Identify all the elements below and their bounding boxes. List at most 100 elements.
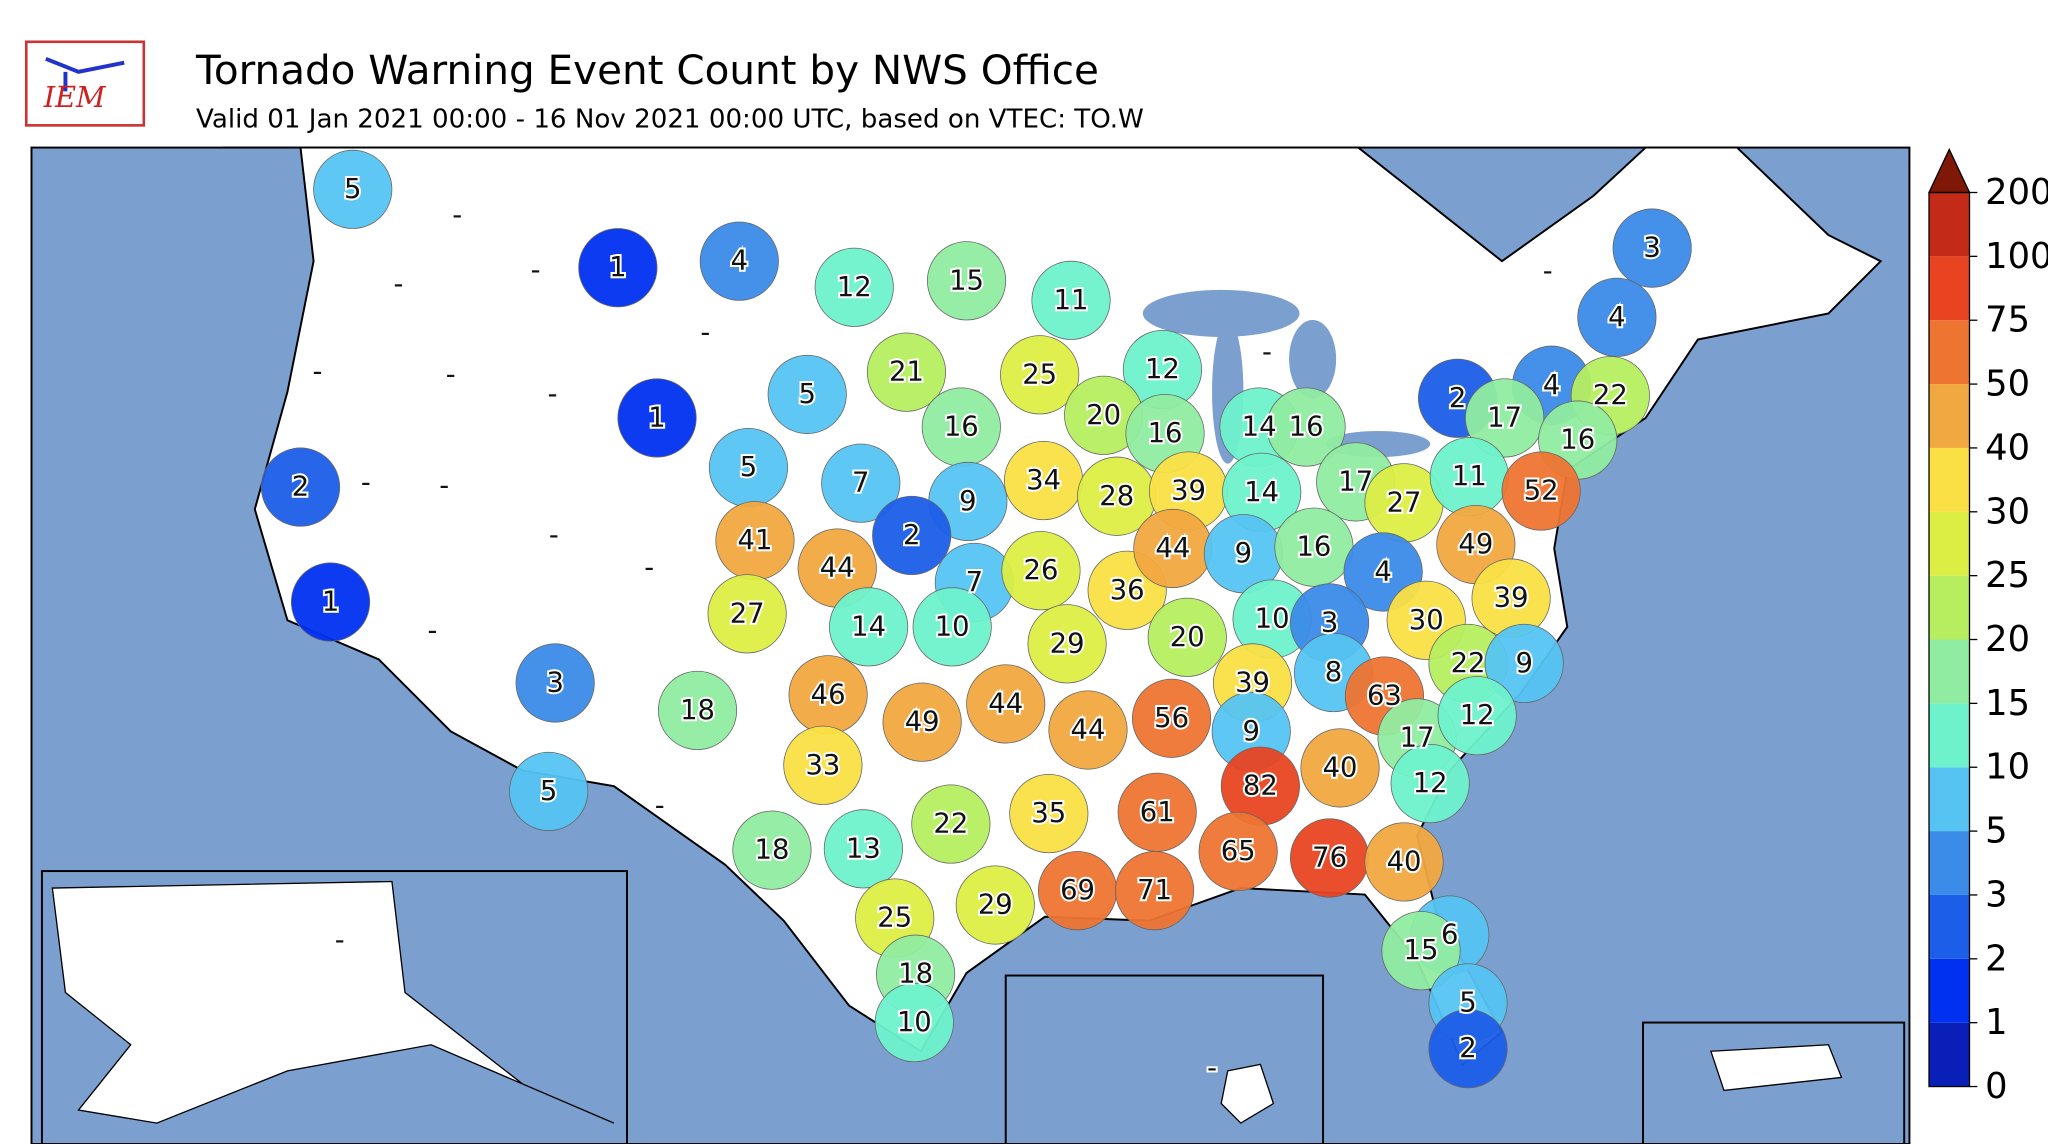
office-label: 22 [1593, 380, 1628, 411]
office-label: 61 [1140, 797, 1175, 828]
office-label: 49 [905, 707, 940, 738]
office-region [966, 664, 1046, 744]
office-label: 22 [1451, 648, 1486, 679]
office-region [882, 682, 962, 762]
office-label: 4 [1543, 370, 1560, 401]
colorbar-segment [1929, 958, 1970, 1023]
office-region [1027, 604, 1107, 684]
colorbar-segment [1929, 575, 1970, 640]
office-label: 1 [648, 402, 665, 433]
no-data-label: - [439, 470, 449, 501]
office-label: 26 [1024, 555, 1059, 586]
office-label: 3 [1321, 607, 1338, 638]
office-region [1501, 451, 1581, 531]
office-region [821, 443, 901, 523]
office-label: 6 [1441, 920, 1458, 951]
office-label: 16 [944, 412, 979, 443]
office-region [1115, 851, 1195, 931]
office-label: 52 [1524, 476, 1559, 507]
office-label: 29 [1050, 628, 1085, 659]
no-data-label: - [394, 269, 404, 300]
office-label: 30 [1409, 605, 1444, 636]
office-label: 44 [988, 688, 1023, 719]
office-label: 5 [740, 452, 757, 483]
office-label: 28 [1099, 481, 1134, 512]
office-region [1009, 774, 1089, 854]
office-region [1428, 1009, 1508, 1089]
office-region [926, 241, 1007, 321]
office-region [1031, 260, 1111, 340]
office-label: 5 [344, 174, 361, 205]
office-label: 16 [1560, 425, 1595, 456]
office-label: 9 [959, 486, 976, 517]
office-label: 63 [1367, 681, 1402, 712]
colorbar-segment [1929, 639, 1970, 704]
colorbar-tick-label: 200 [1985, 172, 2048, 213]
office-label: 44 [820, 553, 855, 584]
office-label: 56 [1154, 703, 1189, 734]
office-label: 7 [852, 468, 869, 499]
office-label: 40 [1323, 752, 1358, 783]
colorbar-segment [1929, 192, 1970, 257]
office-label: 9 [1235, 538, 1252, 569]
office-label: 5 [540, 776, 557, 807]
office-label: 2 [1449, 383, 1466, 414]
no-data-label: - [313, 357, 323, 388]
office-region [1612, 208, 1692, 288]
office-region [1198, 811, 1278, 892]
office-label: 16 [1289, 412, 1324, 443]
colorbar-segment [1929, 511, 1970, 576]
office-label: 2 [1459, 1033, 1476, 1064]
no-data-label: - [1207, 1053, 1217, 1084]
subtitle: Valid 01 Jan 2021 00:00 - 16 Nov 2021 00… [196, 105, 1144, 135]
office-label: 3 [546, 668, 563, 699]
colorbar-tick-label: 0 [1985, 1066, 2007, 1107]
office-region [814, 247, 894, 327]
no-data-label: - [1543, 256, 1553, 287]
office-label: 11 [1452, 461, 1487, 492]
puerto-rico [1710, 1044, 1843, 1092]
colorbar-segment [1929, 831, 1970, 895]
colorbar-tick-label: 100 [1985, 236, 2048, 277]
office-label: 14 [1244, 477, 1279, 508]
colorbar-segment [1929, 447, 1970, 512]
office-region [1048, 690, 1128, 770]
office-region [707, 574, 787, 654]
no-data-label: - [446, 359, 456, 390]
office-label: 5 [798, 379, 815, 410]
office-label: 76 [1312, 843, 1347, 874]
hawaii [1220, 1063, 1275, 1124]
office-label: 15 [949, 265, 984, 296]
office-label: 1 [609, 252, 626, 283]
office-label: 44 [1071, 715, 1106, 746]
office-region [1465, 378, 1545, 458]
office-label: 8 [1325, 657, 1342, 688]
office-region [911, 784, 991, 864]
office-region [1577, 277, 1657, 357]
colorbar-segment [1929, 767, 1970, 832]
alaska [51, 880, 615, 1124]
office-label: 44 [1155, 533, 1190, 564]
office-label: 13 [846, 833, 881, 864]
office-label: 9 [1243, 716, 1260, 747]
colorbar-tick-label: 20 [1985, 619, 2030, 660]
office-region [912, 587, 992, 667]
office-label: 4 [731, 246, 748, 277]
office-region [578, 228, 658, 308]
no-data-label: - [700, 318, 710, 349]
office-label: 35 [1031, 798, 1066, 829]
logo-text: IEM [43, 80, 106, 114]
office-label: 16 [1296, 532, 1331, 563]
colorbar-tick-label: 50 [1985, 364, 2030, 405]
no-data-label: - [427, 615, 437, 646]
no-data-labels: - - - - - - - - - - - - - - - - - [311, 198, 1555, 1086]
office-label: 18 [898, 959, 933, 990]
office-label: 29 [978, 890, 1013, 921]
office-region [1484, 623, 1564, 703]
office-label: 9 [1515, 648, 1532, 679]
office-region [1000, 335, 1080, 415]
office-label: 2 [292, 472, 309, 503]
colorbar: 0 1 2 3 5 10 15 20 25 30 40 50 75 100 200 [1927, 147, 2048, 1107]
office-label: 46 [811, 679, 846, 710]
